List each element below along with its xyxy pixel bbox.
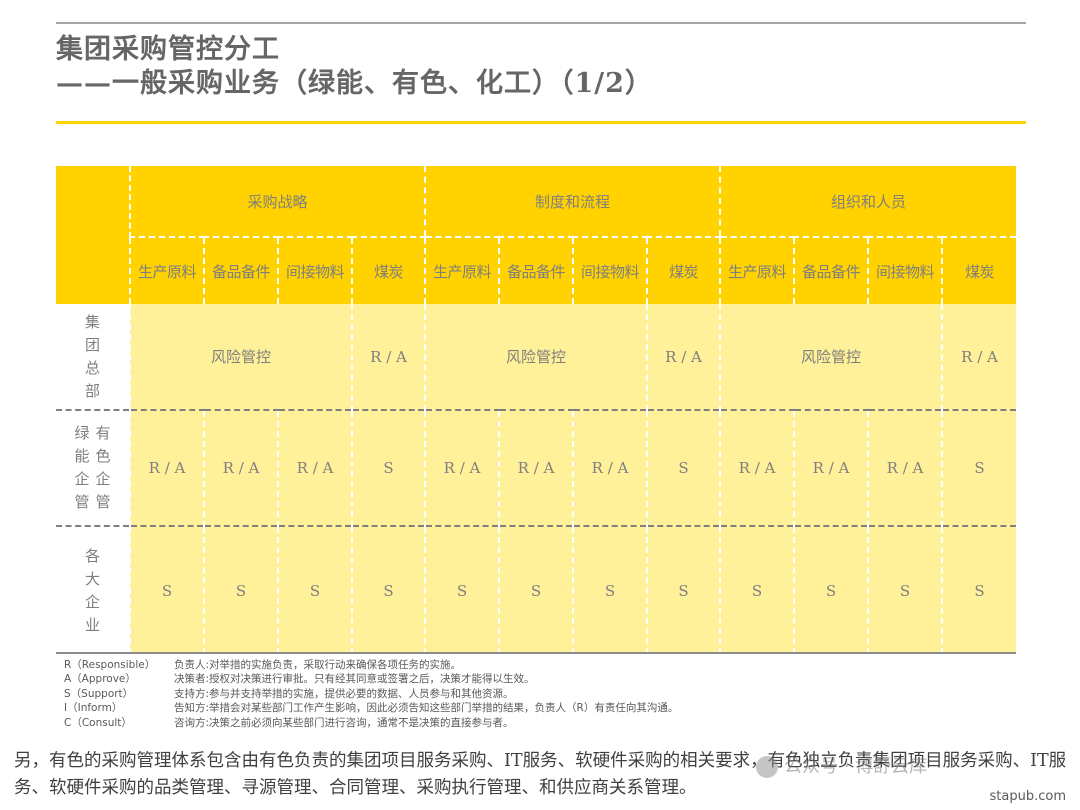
legend-item: I（Inform） 告知方:举措会对某些部门工作产生影响，因此必须告知这些部门举… [64,701,678,715]
value-cell: S [350,525,426,654]
value-cell: S [277,525,352,654]
value-cell: S [424,525,500,654]
value-cell: S [646,525,721,654]
sub-header: 间接物料 [867,237,943,304]
value-cell: R / A [277,409,352,526]
sub-header: 煤炭 [350,237,426,304]
legend-desc: 支持方:参与并支持举措的实施，提供必要的数据、人员参与和其他资源。 [174,687,514,700]
value-cell: S [646,409,721,526]
legend-desc: 负责人:对举措的实施负责，采取行动来确保各项任务的实施。 [174,659,462,671]
watermark: 公众号 · 博舒云库 [756,752,927,778]
value-cell: S [793,525,869,654]
value-cell: S [350,409,426,526]
sub-header: 生产原料 [424,237,500,304]
legend-key: S（Support） [64,687,134,700]
value-cell: R / A [867,409,943,526]
table-bottom-rule [56,652,1016,654]
sub-header: 备品备件 [203,237,278,304]
value-cell: S [941,525,1017,654]
wechat-icon [756,756,778,778]
value-cell: R / A [572,409,648,526]
value-cell: R / A [719,409,795,526]
page-title: 集团采购管控分工 [56,34,280,65]
legend-desc: 告知方:举措会对某些部门工作产生影响，因此必须告知这些部门举措的结果，负责人（R… [174,702,679,715]
footnote-text: 另，有色的采购管理体系包含由有色负责的集团项目服务采购、IT服务、软硬件采购的相… [14,751,1067,798]
legend-key: R（Responsible） [64,659,156,671]
legend-item: A（Approve） 决策者:授权对决策进行审批。只有经其同意或签署之后，决策才… [64,672,678,686]
raci-legend: R（Responsible） 负责人:对举措的实施负责，采取行动来确保各项任务的… [64,658,678,730]
value-cell: R / A [498,409,574,526]
coal-cell: R / A [646,304,721,410]
legend-desc: 决策者:授权对决策进行审批。只有经其同意或签署之后，决策才能得以生效。 [174,673,535,686]
coal-cell: R / A [350,304,426,410]
row-header-hq: 集 团 总 部 [56,304,130,410]
raci-table: 采购战略 制度和流程 组织和人员 生产原料 备品备件 间接物料 煤炭 生产原料 … [56,166,1017,656]
value-cell: R / A [203,409,278,526]
legend-key: A（Approve） [64,673,136,686]
value-cell: R / A [793,409,869,526]
merged-cell: 风险管控 [129,304,352,410]
table-row: 集 团 总 部 风险管控 R / A 风险管控 R / A 风险管控 R / A [56,304,1017,410]
value-cell: R / A [129,409,204,526]
sub-header: 煤炭 [646,237,721,304]
group-header: 组织和人员 [719,166,1017,238]
legend-item: C（Consult） 咨询方:决策之前必须向某些部门进行咨询，通常不是决策的直接… [64,716,678,730]
page-subtitle: ——一般采购业务（绿能、有色、化工）（1/2） [56,68,653,99]
row-header-enterprises: 各 大 企 业 [56,525,130,654]
title-underline [56,121,1026,124]
value-cell: S [572,525,648,654]
sub-header: 煤炭 [941,237,1017,304]
corner-cell [56,166,130,304]
legend-desc: 咨询方:决策之前必须向某些部门进行咨询，通常不是决策的直接参与者。 [174,716,514,729]
merged-cell: 风险管控 [424,304,648,410]
value-cell: S [941,409,1017,526]
value-cell: S [719,525,795,654]
table-row: 各 大 企 业 S S S S S S S S S S S S [56,525,1017,654]
coal-cell: R / A [941,304,1017,410]
value-cell: S [129,525,204,654]
legend-item: R（Responsible） 负责人:对举措的实施负责，采取行动来确保各项任务的… [64,658,678,672]
legend-item: S（Support） 支持方:参与并支持举措的实施，提供必要的数据、人员参与和其… [64,687,678,701]
legend-key: C（Consult） [64,716,132,729]
value-cell: R / A [424,409,500,526]
sub-header: 备品备件 [793,237,869,304]
top-rule [56,22,1026,24]
site-label: stapub.com [989,789,1066,804]
merged-cell: 风险管控 [719,304,943,410]
group-header: 制度和流程 [424,166,721,238]
raci-matrix: 采购战略 制度和流程 组织和人员 生产原料 备品备件 间接物料 煤炭 生产原料 … [56,166,1017,654]
sub-header: 生产原料 [129,237,204,304]
legend-key: I（Inform） [64,702,123,715]
sub-header: 间接物料 [572,237,648,304]
sub-header: 间接物料 [277,237,352,304]
sub-header: 备品备件 [498,237,574,304]
row-header-enterprise-mgmt: 绿 能 企 管 有 色 企 管 [56,409,130,526]
table-row: 绿 能 企 管 有 色 企 管 R / A R / A R / A S R [56,409,1017,526]
sub-header: 生产原料 [719,237,795,304]
group-header: 采购战略 [128,166,426,238]
value-cell: S [867,525,943,654]
value-cell: S [203,525,278,654]
value-cell: S [498,525,574,654]
